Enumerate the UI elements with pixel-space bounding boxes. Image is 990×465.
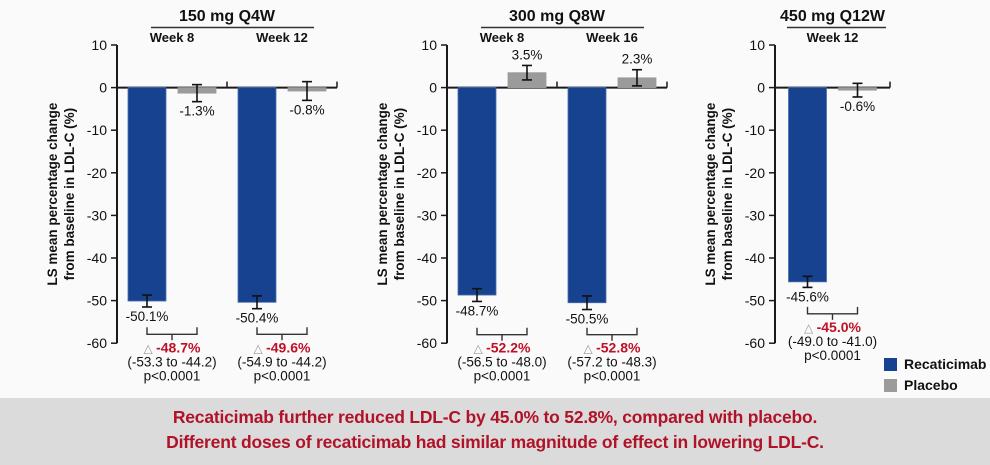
chart-panel-1: 150 mg Q4W 10 0 -10 -20 -30 -40 -50 -60 LS mean p… xyxy=(45,8,338,383)
y-tick-label: -60 xyxy=(417,335,437,351)
y-tick-label: -30 xyxy=(745,207,765,223)
ci-label: (-49.0 to -41.0) xyxy=(788,334,877,349)
y-tick-label: 10 xyxy=(749,37,765,53)
value-label-recaticimab: -50.5% xyxy=(566,312,609,327)
dose-title: 300 mg Q8W xyxy=(509,8,606,25)
bar-recaticimab xyxy=(788,87,827,283)
y-tick-label: -40 xyxy=(745,250,765,266)
summary-banner: Recaticimab further reduced LDL-C by 45.… xyxy=(0,398,990,465)
p-value-label: p<0.0001 xyxy=(804,348,861,363)
y-axis-label: LS mean percentage change xyxy=(375,102,390,286)
group-bracket xyxy=(476,327,528,341)
y-tick-label: -10 xyxy=(87,122,107,138)
group-bracket xyxy=(806,306,859,320)
chart-panel-3: 450 mg Q12W 10 0 -10 -20 -30 -40 -50 -60 LS mean … xyxy=(703,8,891,363)
group-bracket xyxy=(586,327,638,341)
bar-recaticimab xyxy=(457,87,497,296)
figure: 150 mg Q4W 10 0 -10 -20 -30 -40 -50 -60 LS mean p… xyxy=(45,8,891,384)
y-tick-label: -30 xyxy=(417,207,437,223)
y-tick-label: -40 xyxy=(87,250,107,266)
ci-label: (-57.2 to -48.3) xyxy=(567,355,656,370)
value-label-recaticimab: -45.6% xyxy=(786,289,829,304)
placebo-swatch xyxy=(884,378,897,392)
y-axis-label: LS mean percentage change xyxy=(703,102,718,286)
recaticimab-swatch xyxy=(884,357,897,371)
y-axis-label: from baseline in LDL-C (%) xyxy=(720,108,735,281)
value-label-recaticimab: -50.1% xyxy=(126,309,169,324)
group-bracket xyxy=(146,327,198,341)
y-tick-label: -60 xyxy=(745,335,765,351)
bar-recaticimab xyxy=(127,87,167,302)
y-tick-label: 10 xyxy=(91,37,107,53)
y-tick-label: -10 xyxy=(417,122,437,138)
group-bracket xyxy=(256,327,308,341)
delta-label: △ -49.6% xyxy=(254,339,311,355)
legend-item-recaticimab: Recaticimab xyxy=(884,356,986,372)
week-label: Week 8 xyxy=(150,30,195,45)
week-label: Week 12 xyxy=(256,30,308,45)
bar-recaticimab xyxy=(237,87,277,303)
y-tick-label: -50 xyxy=(417,293,437,309)
value-label-recaticimab: -50.4% xyxy=(236,311,279,326)
legend-label-placebo: Placebo xyxy=(904,377,958,393)
legend: Recaticimab Placebo xyxy=(884,356,986,393)
bar-recaticimab xyxy=(567,87,607,304)
p-value-label: p<0.0001 xyxy=(474,369,531,384)
delta-label: △ -52.2% xyxy=(474,340,531,356)
y-axis-label: from baseline in LDL-C (%) xyxy=(392,108,407,281)
dose-title: 150 mg Q4W xyxy=(179,8,276,25)
y-axis-label: from baseline in LDL-C (%) xyxy=(62,108,77,281)
y-tick-label: -50 xyxy=(87,293,107,309)
p-value-label: p<0.0001 xyxy=(254,368,311,383)
y-tick-label: 0 xyxy=(757,80,765,96)
y-tick-label: 0 xyxy=(99,80,107,96)
ci-label: (-56.5 to -48.0) xyxy=(457,355,546,370)
summary-line-2: Different doses of recaticimab had simil… xyxy=(166,432,824,452)
y-tick-label: -60 xyxy=(87,335,107,351)
y-tick-label: 10 xyxy=(421,37,437,53)
y-axis-label: LS mean percentage change xyxy=(45,102,60,286)
p-value-label: p<0.0001 xyxy=(584,369,641,384)
y-tick-label: -20 xyxy=(417,165,437,181)
ci-label: (-54.9 to -44.2) xyxy=(237,354,326,369)
y-tick-label: -40 xyxy=(417,250,437,266)
value-label-placebo: -0.8% xyxy=(289,102,324,117)
y-tick-label: -30 xyxy=(87,207,107,223)
y-tick-label: -50 xyxy=(745,293,765,309)
week-label: Week 16 xyxy=(586,30,638,45)
week-label: Week 12 xyxy=(807,30,859,45)
p-value-label: p<0.0001 xyxy=(144,368,201,383)
value-label-placebo: 3.5% xyxy=(512,47,543,62)
summary-line-1: Recaticimab further reduced LDL-C by 45.… xyxy=(172,407,818,427)
legend-item-placebo: Placebo xyxy=(884,377,986,393)
dose-title: 450 mg Q12W xyxy=(780,8,886,25)
value-label-placebo: 2.3% xyxy=(622,52,653,67)
week-label: Week 8 xyxy=(480,30,525,45)
delta-label: △ -48.7% xyxy=(144,339,201,355)
value-label-recaticimab: -48.7% xyxy=(456,303,499,318)
delta-label: △ -45.0% xyxy=(804,319,861,335)
value-label-placebo: -0.6% xyxy=(840,99,875,114)
y-tick-label: -20 xyxy=(745,165,765,181)
ci-label: (-53.3 to -44.2) xyxy=(127,354,216,369)
y-tick-label: -20 xyxy=(87,165,107,181)
value-label-placebo: -1.3% xyxy=(179,104,214,119)
y-tick-label: -10 xyxy=(745,122,765,138)
y-tick-label: 0 xyxy=(429,80,437,96)
delta-label: △ -52.8% xyxy=(584,340,641,356)
legend-label-recaticimab: Recaticimab xyxy=(904,356,987,372)
chart-panel-2: 300 mg Q8W 10 0 -10 -20 -30 -40 -50 -60 LS mean p… xyxy=(375,8,668,384)
